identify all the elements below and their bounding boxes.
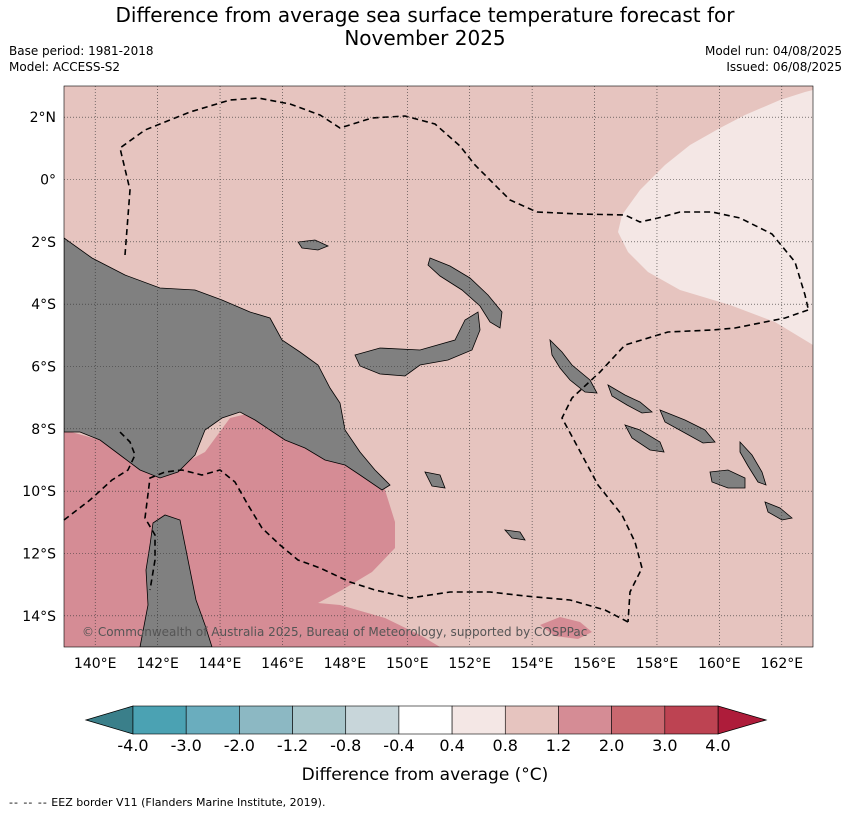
manus [297, 239, 330, 251]
model-run-text: Model run: 04/08/2025 [704, 44, 842, 58]
eez-png-solomons-line [561, 309, 809, 623]
colorbar-tick-label: 4.0 [705, 736, 730, 755]
gridlines [64, 86, 813, 647]
y-tick-label: 4°S [31, 297, 56, 313]
y-tick-label: 0° [40, 173, 56, 189]
colorbar-bin [451, 705, 506, 735]
colorbar-bin [504, 705, 559, 735]
colorbar-tick-label: -0.4 [383, 736, 414, 755]
map-frame [63, 85, 814, 648]
colorbar-tick-label: 1.2 [546, 736, 571, 755]
new-ireland [427, 257, 503, 329]
anomaly-region-high-small [540, 617, 592, 639]
eez-borders [63, 97, 809, 623]
colorbar-tick-label: -3.0 [171, 736, 202, 755]
issued-text: Issued: 06/08/2025 [726, 60, 842, 74]
y-tick-label: 6°S [31, 360, 56, 376]
legend-footer: -- -- -- EEZ border V11 (Flanders Marine… [9, 796, 325, 809]
copyright-text: © Commonwealth of Australia 2025, Bureau… [82, 625, 587, 639]
y-tick-label: 10°S [22, 484, 56, 500]
colorbar-bin [345, 705, 400, 735]
x-tick-label: 144°E [199, 656, 242, 672]
anomaly-map: 2°N 0° 2°S 4°S 6°S 8°S 10°S 12°S 14°S 140°E 142°E… [22, 85, 814, 785]
colorbar-tick-label: 2.0 [599, 736, 624, 755]
x-tick-label: 158°E [636, 656, 679, 672]
colorbar-bin [292, 705, 347, 735]
new-georgia [624, 424, 665, 453]
rossel [503, 529, 526, 541]
y-tick-label: 2°S [31, 235, 56, 251]
colorbar-extend-high [717, 705, 768, 735]
model-text: Model: ACCESS-S2 [9, 60, 121, 74]
colorbar-tick-label: 3.0 [652, 736, 677, 755]
colorbar-tick-label: -2.0 [224, 736, 255, 755]
eez-png-line [119, 97, 809, 309]
y-tick-label: 12°S [22, 547, 56, 563]
colorbar-bin [664, 705, 719, 735]
colorbar-label: Difference from average (°C) [302, 765, 549, 785]
colorbar-tick-label: -4.0 [117, 736, 148, 755]
santa-isabel [659, 409, 716, 444]
base-period-text: Base period: 1981-2018 [9, 44, 154, 58]
x-tick-label: 156°E [573, 656, 616, 672]
colorbar-tick-label: 0.4 [439, 736, 464, 755]
colorbar-tick-label: 0.8 [493, 736, 518, 755]
bougainville [549, 338, 598, 394]
y-tick-label: 8°S [31, 422, 56, 438]
eez-legend-text: EEZ border V11 (Flanders Marine Institut… [47, 796, 326, 809]
land-masses [64, 237, 793, 647]
x-tick-label: 152°E [448, 656, 491, 672]
y-tick-label: 14°S [22, 609, 56, 625]
x-tick-label: 154°E [511, 656, 554, 672]
x-tick-label: 140°E [74, 656, 117, 672]
eez-coral-sea-line [144, 469, 629, 623]
colorbar-bin [239, 705, 293, 735]
x-tick-label: 160°E [698, 656, 741, 672]
colorbar-tick-label: -1.2 [277, 736, 308, 755]
y-tick-labels: 2°N 0° 2°S 4°S 6°S 8°S 10°S 12°S 14°S [22, 110, 56, 625]
x-tick-label: 148°E [324, 656, 367, 672]
colorbar-bin [558, 705, 612, 735]
anomaly-region-low [618, 90, 813, 345]
new-britain [354, 311, 481, 377]
meta-left: Base period: 1981-2018 Model: ACCESS-S2 [9, 43, 154, 75]
choiseul [607, 384, 653, 414]
eez-legend-sample: -- -- -- [9, 796, 48, 809]
colorbar-bin [611, 705, 666, 735]
new-guinea [64, 237, 391, 491]
eez-torres-line [63, 431, 136, 521]
malaita [739, 440, 767, 486]
colorbar-extend-low [84, 705, 134, 735]
colorbar-bin [398, 705, 453, 735]
colorbar-tick-label: -0.8 [330, 736, 361, 755]
san-cristobal [764, 501, 793, 521]
guadalcanal [709, 469, 746, 489]
meta-right: Model run: 04/08/2025 Issued: 06/08/2025 [705, 43, 842, 75]
x-tick-label: 162°E [761, 656, 804, 672]
fergusson [424, 471, 446, 489]
colorbar-bin [185, 705, 240, 735]
x-tick-label: 146°E [261, 656, 304, 672]
chart-title: Difference from average sea surface temp… [0, 4, 850, 50]
y-tick-label: 2°N [30, 110, 56, 126]
chart-title-line-1: Difference from average sea surface temp… [115, 3, 735, 27]
colorbar-bin [132, 705, 187, 735]
x-tick-labels: 140°E 142°E 144°E 146°E 148°E 150°E 152°E 154°E… [74, 656, 803, 672]
x-tick-label: 142°E [136, 656, 179, 672]
cape-york [139, 514, 213, 647]
x-tick-label: 150°E [386, 656, 429, 672]
colorbar: -4.0 -3.0 -2.0 -1.2 -0.8 -0.4 0.4 0.8 1.2 2.0 3.0 4… [84, 705, 768, 755]
chart-title-line-2: November 2025 [344, 26, 506, 50]
